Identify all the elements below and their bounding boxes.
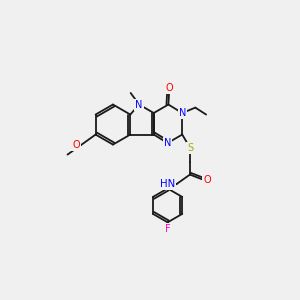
Text: O: O <box>165 83 173 93</box>
Text: O: O <box>203 175 211 185</box>
Text: O: O <box>72 140 80 150</box>
Text: HN: HN <box>160 179 175 189</box>
Text: S: S <box>187 143 193 153</box>
Text: F: F <box>165 224 170 233</box>
Text: N: N <box>164 138 171 148</box>
Text: N: N <box>135 100 143 110</box>
Text: N: N <box>178 108 186 118</box>
